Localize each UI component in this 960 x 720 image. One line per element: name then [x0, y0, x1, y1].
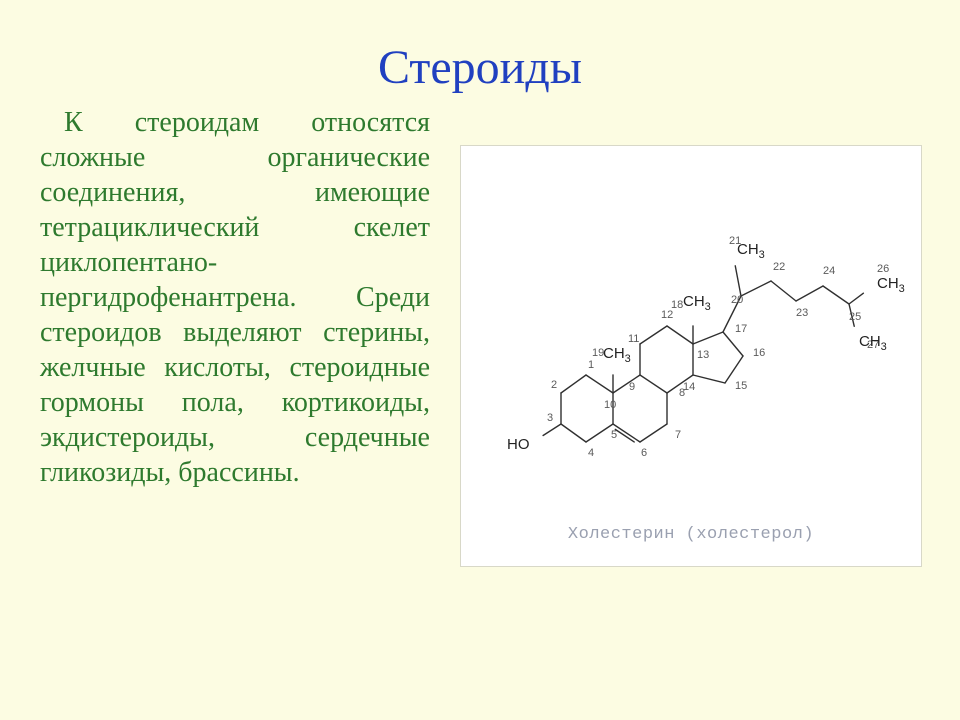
svg-text:25: 25 — [849, 311, 861, 323]
svg-text:CH3: CH3 — [737, 241, 765, 261]
svg-text:11: 11 — [628, 333, 639, 345]
slide-body: К стероидам относятся сложные органическ… — [0, 105, 960, 567]
diagram-caption: Холестерин (холестерол) — [461, 525, 921, 544]
svg-text:16: 16 — [753, 347, 765, 359]
svg-text:6: 6 — [641, 447, 647, 459]
slide: Стероиды К стероидам относятся сложные о… — [0, 0, 960, 720]
svg-text:9: 9 — [629, 381, 635, 393]
svg-text:23: 23 — [796, 307, 808, 319]
diagram-column: 1234567891011121314151617181920212223242… — [430, 105, 932, 567]
svg-text:3: 3 — [547, 412, 553, 424]
svg-text:1: 1 — [588, 359, 594, 371]
svg-text:CH3: CH3 — [603, 345, 631, 365]
svg-text:24: 24 — [823, 265, 835, 277]
body-text: К стероидам относятся сложные органическ… — [40, 105, 430, 567]
svg-text:CH3: CH3 — [683, 293, 711, 313]
svg-text:26: 26 — [877, 263, 889, 275]
svg-text:7: 7 — [675, 429, 681, 441]
svg-text:14: 14 — [683, 381, 695, 393]
svg-text:HO: HO — [507, 436, 530, 453]
svg-text:20: 20 — [731, 294, 743, 306]
svg-text:13: 13 — [697, 349, 709, 361]
cholesterol-structure-svg: 1234567891011121314151617181920212223242… — [461, 146, 921, 506]
svg-text:2: 2 — [551, 379, 557, 391]
svg-text:22: 22 — [773, 261, 785, 273]
svg-text:CH3: CH3 — [877, 275, 905, 295]
svg-text:10: 10 — [604, 399, 616, 411]
svg-text:5: 5 — [611, 429, 617, 441]
svg-text:15: 15 — [735, 380, 747, 392]
diagram-box: 1234567891011121314151617181920212223242… — [460, 145, 922, 567]
svg-text:18: 18 — [671, 299, 683, 311]
svg-text:17: 17 — [735, 323, 747, 335]
slide-title: Стероиды — [0, 0, 960, 105]
svg-text:4: 4 — [588, 447, 594, 459]
